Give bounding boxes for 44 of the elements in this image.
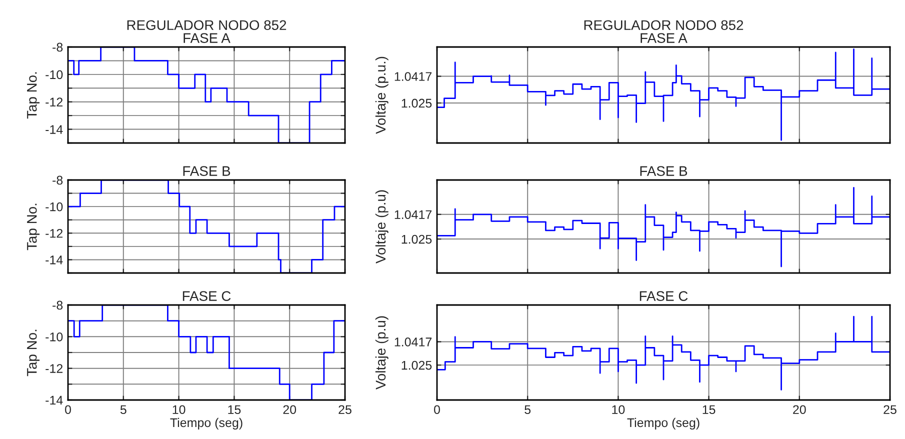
x-axis-title: Tiempo (seg): [627, 418, 700, 430]
y-tick-label: -8: [52, 42, 63, 52]
chart-title: FASE B: [183, 166, 230, 176]
chart-title: FASE B: [640, 166, 688, 176]
y-axis-title: Voltaje (p.u.): [375, 56, 388, 134]
y-tick-label: 1.025: [402, 98, 432, 108]
x-tick-label: 0: [65, 405, 71, 414]
y-tick-label: -14: [46, 125, 63, 134]
chart-title: REGULADOR NODO 852 FASE A: [584, 20, 744, 43]
x-tick-label: 10: [172, 405, 186, 414]
y-tick-label: -12: [46, 228, 63, 238]
x-tick-label: 20: [283, 405, 296, 414]
y-axis-title: Tap No.: [27, 330, 40, 376]
y-tick-label: -10: [46, 202, 63, 212]
x-tick-label: 15: [702, 405, 716, 414]
y-tick-label: 1.025: [402, 234, 432, 244]
y-tick-label: 1.0417: [394, 210, 432, 220]
y-tick-label: -12: [46, 364, 63, 373]
chart-title: FASE C: [182, 291, 231, 301]
x-tick-label: 25: [338, 405, 352, 414]
y-axis-title: Voltaje (p.u): [375, 190, 388, 264]
y-tick-label: -10: [46, 70, 63, 80]
x-tick-label: 15: [228, 405, 241, 414]
y-axis-title: Tap No.: [27, 204, 40, 250]
y-tick-label: -8: [52, 300, 63, 310]
y-tick-label: 1.025: [402, 360, 432, 370]
y-tick-label: -12: [46, 98, 63, 106]
chart-title: FASE C: [640, 291, 688, 301]
y-axis-title: Voltaje (p.u): [375, 316, 388, 390]
y-tick-label: 1.0417: [394, 338, 432, 346]
y-axis-title: Tap No.: [27, 72, 40, 119]
y-tick-label: -10: [46, 332, 63, 342]
y-tick-label: -14: [46, 396, 63, 405]
x-tick-label: 25: [884, 405, 896, 414]
x-tick-label: 5: [524, 405, 531, 414]
y-tick-label: -14: [46, 256, 63, 264]
y-tick-label: 1.0417: [394, 72, 432, 81]
x-tick-label: 5: [120, 405, 126, 414]
chart-title: REGULADOR NODO 852 FASE A: [127, 20, 286, 43]
x-tick-label: 10: [612, 405, 625, 414]
y-tick-label: -8: [52, 176, 63, 185]
x-tick-label: 0: [434, 405, 440, 414]
x-tick-label: 20: [793, 405, 806, 414]
x-axis-title: Tiempo (seg): [170, 418, 242, 430]
